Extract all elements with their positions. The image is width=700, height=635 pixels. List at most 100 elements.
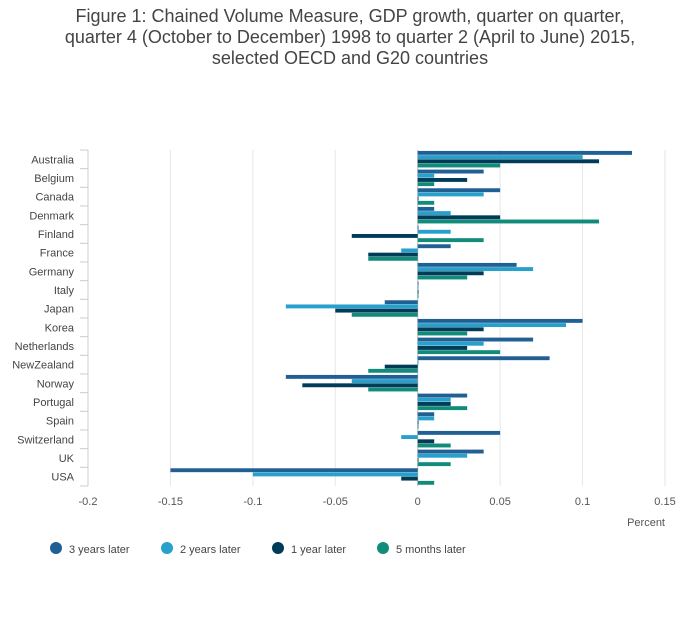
bar-1-year-later[interactable]	[401, 476, 418, 481]
chart-title: Figure 1: Chained Volume Measure, GDP gr…	[20, 6, 680, 69]
bar-5-months-later[interactable]	[417, 480, 435, 485]
bar-1-year-later[interactable]	[417, 271, 484, 276]
bar-5-months-later[interactable]	[417, 294, 419, 299]
legend-marker	[272, 542, 284, 554]
bar-2-years-later[interactable]	[351, 379, 418, 384]
bar-3-years-later[interactable]	[417, 393, 468, 398]
category-label: Finland	[38, 229, 74, 241]
bar-2-years-later[interactable]	[417, 416, 435, 421]
bar-3-years-later[interactable]	[417, 188, 501, 193]
x-tick-label: -0.1	[243, 496, 262, 508]
category-label: UK	[59, 453, 75, 465]
bar-1-year-later[interactable]	[302, 383, 418, 388]
legend-item[interactable]: 2 years later	[161, 542, 241, 556]
bar-5-months-later[interactable]	[417, 406, 468, 411]
bar-3-years-later[interactable]	[417, 318, 583, 323]
bar-1-year-later[interactable]	[335, 308, 418, 313]
bar-2-years-later[interactable]	[417, 192, 484, 197]
category-label: NewZealand	[12, 360, 74, 372]
bar-3-years-later[interactable]	[417, 449, 484, 454]
x-tick-label: -0.15	[158, 496, 183, 508]
bar-1-year-later[interactable]	[351, 234, 418, 238]
bar-5-months-later[interactable]	[417, 163, 501, 168]
x-tick-label: 0.05	[489, 496, 510, 508]
bar-1-year-later[interactable]	[417, 458, 419, 462]
legend-item[interactable]: 1 year later	[272, 542, 346, 556]
bar-1-year-later[interactable]	[417, 402, 451, 406]
bar-1-year-later[interactable]	[417, 346, 468, 350]
x-tick-label: 0	[415, 496, 421, 508]
bar-5-months-later[interactable]	[417, 462, 451, 467]
legend-label: 2 years later	[180, 544, 241, 556]
bar-5-months-later[interactable]	[417, 424, 419, 429]
legend-item[interactable]: 5 months later	[377, 542, 466, 556]
legend-marker	[377, 542, 389, 554]
bar-3-years-later[interactable]	[417, 281, 419, 286]
bar-3-years-later[interactable]	[417, 225, 419, 230]
bar-5-months-later[interactable]	[417, 219, 600, 224]
bar-2-years-later[interactable]	[417, 267, 534, 272]
bar-3-years-later[interactable]	[417, 412, 435, 417]
bar-2-years-later[interactable]	[401, 248, 418, 253]
category-label: France	[40, 248, 74, 260]
bar-5-months-later[interactable]	[417, 182, 435, 187]
bar-1-year-later[interactable]	[417, 178, 468, 182]
bar-5-months-later[interactable]	[417, 331, 468, 336]
category-label: Australia	[31, 154, 75, 166]
bar-3-years-later[interactable]	[417, 169, 484, 174]
bar-2-years-later[interactable]	[417, 155, 583, 160]
category-label: Switzerland	[17, 434, 74, 446]
bar-3-years-later[interactable]	[170, 468, 418, 473]
category-label: Portugal	[33, 397, 74, 409]
x-tick-label: -0.05	[323, 496, 348, 508]
bar-3-years-later[interactable]	[417, 206, 435, 211]
legend-item[interactable]: 3 years later	[50, 542, 130, 556]
category-label: Spain	[46, 416, 74, 428]
bar-3-years-later[interactable]	[417, 356, 550, 361]
bar-3-years-later[interactable]	[417, 262, 517, 267]
bar-2-years-later[interactable]	[417, 453, 468, 458]
bar-1-year-later[interactable]	[417, 215, 501, 220]
bar-1-year-later[interactable]	[417, 327, 484, 332]
x-tick-label: 0.15	[654, 496, 675, 508]
bar-5-months-later[interactable]	[417, 238, 484, 243]
bar-2-years-later[interactable]	[417, 397, 451, 402]
bar-1-year-later[interactable]	[417, 439, 435, 444]
chart-title-line-1: Figure 1: Chained Volume Measure, GDP gr…	[75, 6, 625, 26]
bar-5-months-later[interactable]	[417, 443, 451, 448]
bar-2-years-later[interactable]	[401, 435, 418, 440]
bar-2-years-later[interactable]	[417, 229, 451, 234]
bar-3-years-later[interactable]	[417, 150, 633, 155]
bar-2-years-later[interactable]	[417, 285, 419, 290]
bar-5-months-later[interactable]	[368, 368, 418, 373]
bar-5-months-later[interactable]	[417, 275, 468, 280]
bar-2-years-later[interactable]	[252, 472, 418, 477]
bar-1-year-later[interactable]	[417, 290, 419, 294]
bar-2-years-later[interactable]	[417, 360, 419, 365]
bar-1-year-later[interactable]	[368, 252, 418, 257]
bars	[170, 150, 633, 485]
bar-5-months-later[interactable]	[351, 312, 418, 317]
legend[interactable]: 3 years later 2 years later 1 year later 5 …	[50, 542, 466, 556]
category-label: Netherlands	[15, 341, 75, 353]
bar-1-year-later[interactable]	[417, 196, 419, 201]
bar-3-years-later[interactable]	[285, 374, 418, 379]
category-label: USA	[51, 472, 74, 484]
bar-2-years-later[interactable]	[417, 211, 451, 216]
bar-2-years-later[interactable]	[417, 341, 484, 346]
bar-2-years-later[interactable]	[285, 304, 418, 309]
bar-5-months-later[interactable]	[368, 387, 418, 392]
bar-2-years-later[interactable]	[417, 173, 435, 178]
bar-3-years-later[interactable]	[417, 244, 451, 249]
bar-1-year-later[interactable]	[417, 420, 419, 425]
bar-1-year-later[interactable]	[417, 159, 600, 164]
bar-2-years-later[interactable]	[417, 323, 567, 328]
bar-3-years-later[interactable]	[417, 337, 534, 342]
bar-5-months-later[interactable]	[368, 256, 418, 261]
bar-3-years-later[interactable]	[384, 300, 418, 305]
bar-5-months-later[interactable]	[417, 200, 435, 205]
bar-3-years-later[interactable]	[417, 430, 501, 435]
bar-1-year-later[interactable]	[384, 364, 418, 369]
bar-5-months-later[interactable]	[417, 350, 501, 355]
